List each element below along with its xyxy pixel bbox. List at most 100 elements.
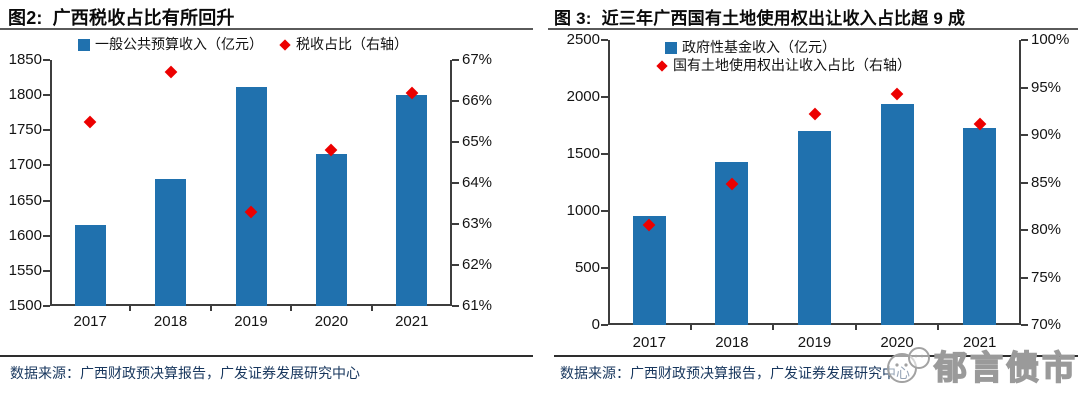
figure-3-legend: 政府性基金收入（亿元） 国有土地使用权出让收入占比（右轴） xyxy=(656,39,911,74)
title-divider xyxy=(548,28,1078,30)
bar-2021 xyxy=(963,127,997,325)
axis-tick xyxy=(772,325,775,330)
y-axis-label: 1600 xyxy=(8,226,42,244)
bar-2018 xyxy=(155,178,187,306)
axis-tick xyxy=(129,306,132,311)
figure-2-title-text: 广西税收占比有所回升 xyxy=(52,8,235,28)
bar-2020 xyxy=(880,103,914,325)
legend-item-tax-share: 税收占比（右轴） xyxy=(279,36,408,53)
red-diamond-swatch-icon xyxy=(279,38,291,51)
blue-square-swatch-icon xyxy=(665,41,677,54)
axis-tick xyxy=(290,306,293,311)
legend-label: 政府性基金收入（亿元） xyxy=(682,39,836,55)
y-axis-label: 1000 xyxy=(566,202,600,219)
blue-square-swatch-icon xyxy=(78,38,90,51)
bar-2019 xyxy=(798,131,831,325)
bar-2021 xyxy=(396,95,428,306)
y-axis-label: 70% xyxy=(1031,316,1062,333)
figure-3-label: 图 3: xyxy=(554,9,592,28)
bar-2020 xyxy=(315,154,347,306)
figure-2-label: 图2: xyxy=(8,8,43,28)
axis-tick xyxy=(43,305,50,307)
y-axis-label: 1550 xyxy=(8,261,42,279)
source-divider xyxy=(0,355,533,357)
y-axis-label: 2500 xyxy=(566,31,600,48)
y-axis-label: 1750 xyxy=(8,121,42,139)
axis-tick xyxy=(601,96,608,98)
y-axis-label: 95% xyxy=(1031,78,1062,96)
axis-tick xyxy=(452,264,459,266)
axis-tick xyxy=(43,234,50,237)
y-axis-label: 0 xyxy=(591,316,600,333)
y-axis-label: 1500 xyxy=(566,145,600,162)
axis-tick xyxy=(43,269,50,272)
y-axis-label: 1700 xyxy=(8,156,42,174)
figure-3-title: 图 3: 近三年广西国有土地使用权出让收入占比超 9 成 xyxy=(554,4,965,29)
source-divider xyxy=(554,355,1078,357)
y-axis-label: 1850 xyxy=(8,51,42,68)
source-text: 广西财政预决算报告，广发证券发展研究中心 xyxy=(80,365,360,381)
axis-tick xyxy=(370,306,373,311)
axis-tick xyxy=(1021,229,1028,231)
y-axis-label: 63% xyxy=(462,215,493,232)
title-divider xyxy=(0,28,533,30)
figure-3-title-text: 近三年广西国有土地使用权出让收入占比超 9 成 xyxy=(601,9,966,28)
government-fund-chart: 2500 2000 1500 1000 500 0 100% 95% 90% 85% 80% 75% 7… xyxy=(540,0,1080,416)
axis-tick xyxy=(452,305,459,307)
axis-tick xyxy=(937,325,940,330)
axis-tick xyxy=(1021,181,1028,184)
y-axis-label: 67% xyxy=(462,51,493,68)
axis-tick xyxy=(1021,276,1028,279)
x-axis-label: 2017 xyxy=(632,334,666,351)
legend-item-government-fund: 政府性基金收入（亿元） xyxy=(658,39,911,56)
x-axis-label: 2017 xyxy=(73,313,107,330)
axis-tick xyxy=(452,59,459,61)
y-axis-label: 62% xyxy=(462,256,493,273)
budget-revenue-chart: 1850 1800 1750 1700 1650 1600 1550 1500 67% 66% 65… xyxy=(8,51,493,330)
x-axis-label: 2021 xyxy=(963,334,997,351)
y-axis-label: 85% xyxy=(1031,173,1062,191)
axis-tick xyxy=(43,129,50,132)
bar-2017 xyxy=(632,215,666,325)
y-axis-label: 75% xyxy=(1031,268,1062,286)
axis-tick xyxy=(689,325,692,330)
axis-tick xyxy=(452,223,459,225)
legend-label: 国有土地使用权出让收入占比（右轴） xyxy=(673,57,911,73)
source-label: 数据来源： xyxy=(560,365,630,381)
y-axis-label: 1650 xyxy=(8,191,42,209)
axis-tick xyxy=(601,324,608,326)
axis-tick xyxy=(43,199,50,202)
bar-2019 xyxy=(235,87,267,306)
legend-item-budget-revenue: 一般公共预算收入（亿元） xyxy=(78,36,263,53)
y-axis-label: 500 xyxy=(574,259,600,276)
axis-tick xyxy=(601,153,608,155)
source-text: 广西财政预决算报告，广发证券发展研究中心 xyxy=(630,365,910,381)
axis-tick xyxy=(452,141,459,143)
y-axis-label: 1800 xyxy=(8,86,42,104)
y-axis-label: 2000 xyxy=(566,88,600,105)
axis-tick xyxy=(601,210,608,212)
x-axis-label: 2019 xyxy=(234,313,268,330)
x-axis-label: 2019 xyxy=(797,334,832,351)
y-axis-label: 61% xyxy=(462,297,493,314)
figure-2-panel: 图2: 广西税收占比有所回升 1850 1800 1750 1700 1650 1600 15… xyxy=(0,8,533,383)
axis-tick xyxy=(601,39,608,41)
figure-2-legend: 一般公共预算收入（亿元） 税收占比（右轴） xyxy=(78,36,408,53)
axis-tick xyxy=(43,94,50,97)
axis-tick xyxy=(1021,39,1028,41)
axis-tick xyxy=(1021,134,1028,136)
axis-tick xyxy=(854,325,857,330)
legend-item-land-transfer-share: 国有土地使用权出让收入占比（右轴） xyxy=(656,57,911,74)
y-axis-label: 80% xyxy=(1031,221,1062,238)
bar-2017 xyxy=(74,225,106,306)
figure-3-panel: 图 3: 近三年广西国有土地使用权出让收入占比超 9 成 2500 2000 1500… xyxy=(540,0,1080,416)
axis-tick xyxy=(601,267,608,269)
source-label: 数据来源： xyxy=(10,365,80,381)
figure-2-data-source: 数据来源：广西财政预决算报告，广发证券发展研究中心 xyxy=(10,363,360,383)
axis-tick xyxy=(1021,324,1028,326)
legend-label: 税收占比（右轴） xyxy=(296,36,408,52)
figure-3-data-source: 数据来源：广西财政预决算报告，广发证券发展研究中心 xyxy=(560,363,910,383)
y-axis-label: 65% xyxy=(462,133,493,150)
red-diamond-swatch-icon xyxy=(656,59,668,72)
axis-tick xyxy=(209,306,212,311)
